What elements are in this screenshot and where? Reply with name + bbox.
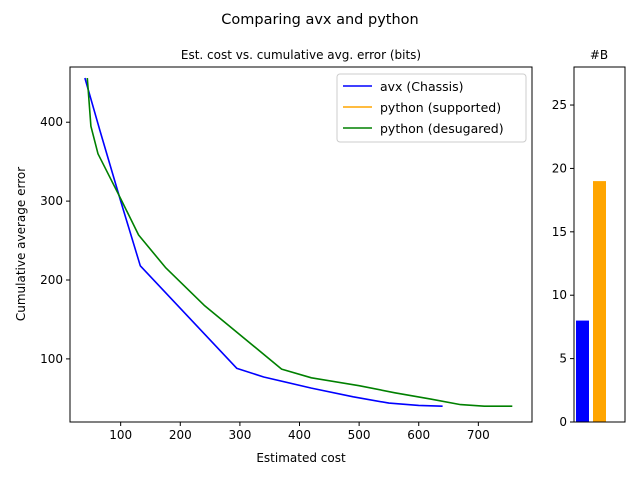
legend-label-avx: avx (Chassis) [380, 79, 464, 94]
bar-chart-ticks: 0 5 10 15 20 25 [552, 98, 574, 429]
bar-y-tick-label: 15 [552, 225, 567, 239]
bar-0 [576, 320, 589, 422]
bar-chart-title: #B [590, 48, 608, 62]
line-chart-ticks: 100 200 300 400 500 600 700 100 200 300 400 [40, 115, 490, 442]
y-tick-label: 200 [40, 273, 63, 287]
legend-box [336, 73, 527, 143]
bar-y-tick-label: 25 [552, 98, 567, 112]
bar-y-tick-label: 0 [559, 415, 567, 429]
bar-chart-bars [576, 181, 606, 422]
line-chart-series [84, 77, 513, 408]
x-tick-label: 100 [109, 428, 132, 442]
x-tick-label: 500 [348, 428, 371, 442]
x-tick-label: 700 [467, 428, 490, 442]
figure-title: Comparing avx and python [221, 12, 418, 28]
bar-chart-frame [573, 66, 626, 423]
x-tick-label: 400 [288, 428, 311, 442]
line-chart: Est. cost vs. cumulative avg. error (bit… [14, 48, 533, 465]
legend: avx (Chassis) python (supported) python … [336, 73, 527, 143]
legend-label-python-desugared: python (desugared) [380, 121, 504, 136]
y-tick-label: 100 [40, 352, 63, 366]
x-tick-label: 600 [407, 428, 430, 442]
legend-label-python-supported: python (supported) [380, 100, 501, 115]
series-line-0 [84, 77, 443, 407]
y-tick-label: 300 [40, 194, 63, 208]
series-line-2 [86, 77, 513, 408]
line-chart-title: Est. cost vs. cumulative avg. error (bit… [181, 48, 421, 62]
bar-y-tick-label: 5 [559, 352, 567, 366]
x-axis-label: Estimated cost [256, 451, 346, 465]
bar-chart: #B 0 5 10 15 20 25 [552, 48, 626, 429]
x-tick-label: 300 [228, 428, 251, 442]
bar-y-tick-label: 10 [552, 288, 567, 302]
bar-1 [593, 181, 606, 422]
line-chart-frame [69, 66, 533, 423]
bar-y-tick-label: 20 [552, 161, 567, 175]
y-axis-label: Cumulative average error [14, 167, 28, 321]
y-tick-label: 400 [40, 115, 63, 129]
x-tick-label: 200 [169, 428, 192, 442]
